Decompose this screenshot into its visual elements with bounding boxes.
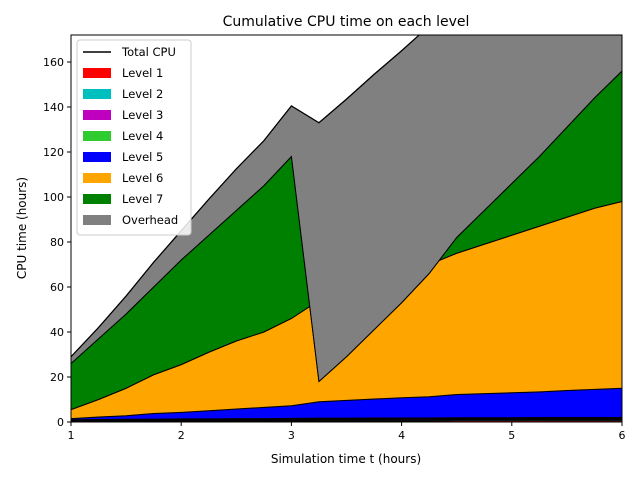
y-tick-label: 60 bbox=[50, 281, 64, 294]
y-tick-label: 40 bbox=[50, 326, 64, 339]
legend-label-level-6: Level 6 bbox=[122, 171, 163, 185]
y-tick-label: 120 bbox=[43, 146, 64, 159]
total-cpu-line-group bbox=[71, 35, 421, 358]
y-tick-label: 160 bbox=[43, 56, 64, 69]
x-tick-label: 3 bbox=[288, 429, 295, 442]
legend-swatch-overhead bbox=[83, 215, 111, 225]
y-axis-ticks: 0 20 40 60 80 100 120 140 160 bbox=[43, 56, 71, 429]
x-tick-label: 6 bbox=[619, 429, 626, 442]
legend-label-level-3: Level 3 bbox=[122, 108, 163, 122]
area-layers bbox=[71, 35, 622, 422]
legend: Total CPU Level 1 Level 2 Level 3 Level 4 Lev… bbox=[76, 39, 192, 236]
plot-frame bbox=[70, 34, 623, 423]
legend-swatch-level-4 bbox=[83, 131, 111, 141]
legend-box bbox=[76, 39, 192, 236]
y-tick-label: 20 bbox=[50, 371, 64, 384]
legend-swatch-level-2 bbox=[83, 89, 111, 99]
x-tick-label: 1 bbox=[68, 429, 75, 442]
x-axis-label: Simulation time t (hours) bbox=[271, 452, 421, 466]
y-tick-label: 100 bbox=[43, 191, 64, 204]
y-tick-label: 0 bbox=[57, 416, 64, 429]
chart-title: Cumulative CPU time on each level bbox=[223, 14, 470, 30]
legend-label-level-4: Level 4 bbox=[122, 129, 163, 143]
legend-label-level-1: Level 1 bbox=[122, 66, 163, 80]
y-axis-label: CPU time (hours) bbox=[15, 177, 29, 279]
x-tick-label: 4 bbox=[398, 429, 405, 442]
legend-label-level-5: Level 5 bbox=[122, 150, 163, 164]
legend-label-total-cpu: Total CPU bbox=[121, 45, 176, 59]
x-tick-label: 5 bbox=[508, 429, 515, 442]
x-axis-ticks: 1 2 3 4 5 6 bbox=[68, 422, 626, 442]
legend-label-level-2: Level 2 bbox=[122, 87, 163, 101]
legend-swatch-level-1 bbox=[83, 68, 111, 78]
legend-swatch-level-6 bbox=[83, 173, 111, 183]
legend-swatch-level-3 bbox=[83, 110, 111, 120]
y-tick-label: 80 bbox=[50, 236, 64, 249]
legend-label-overhead: Overhead bbox=[122, 213, 178, 227]
total-cpu-line bbox=[71, 35, 421, 358]
x-tick-label: 2 bbox=[178, 429, 185, 442]
legend-label-level-7: Level 7 bbox=[122, 192, 163, 206]
legend-swatch-level-5 bbox=[83, 152, 111, 162]
y-tick-label: 140 bbox=[43, 101, 64, 114]
legend-swatch-level-7 bbox=[83, 194, 111, 204]
